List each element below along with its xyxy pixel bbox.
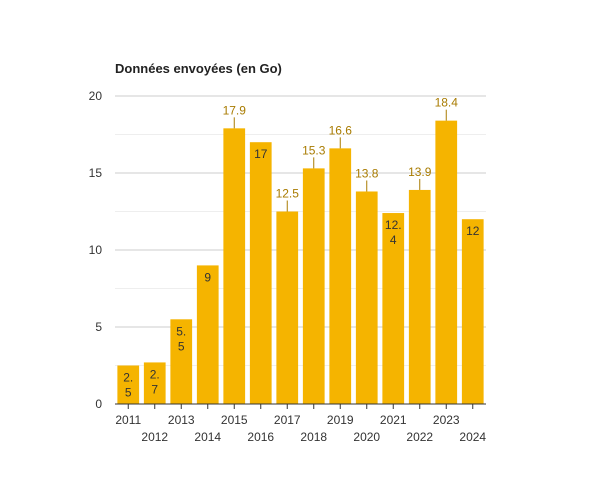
bar bbox=[408, 189, 431, 404]
data-label: 12 bbox=[466, 224, 480, 238]
data-label: 16.6 bbox=[329, 123, 353, 137]
y-tick-label: 10 bbox=[89, 243, 103, 257]
data-label: 13.8 bbox=[355, 166, 379, 180]
bar bbox=[117, 365, 140, 404]
bar bbox=[329, 148, 352, 404]
y-tick-label: 0 bbox=[95, 397, 102, 411]
data-label: 12. 4 bbox=[385, 218, 402, 247]
bar bbox=[223, 128, 246, 404]
x-tick-label: 2015 bbox=[221, 413, 248, 427]
bar bbox=[435, 120, 458, 404]
data-label: 5. 5 bbox=[176, 324, 186, 353]
bar bbox=[355, 191, 378, 404]
bar bbox=[461, 219, 484, 404]
chart-title: Données envoyées (en Go) bbox=[115, 61, 282, 76]
x-tick-label: 2018 bbox=[300, 430, 327, 444]
x-tick-label: 2024 bbox=[459, 430, 486, 444]
data-label: 13.9 bbox=[408, 165, 432, 179]
bars bbox=[117, 120, 484, 404]
x-tick-label: 2011 bbox=[115, 413, 141, 427]
x-tick-label: 2016 bbox=[247, 430, 274, 444]
data-label: 15.3 bbox=[302, 143, 326, 157]
y-tick-label: 5 bbox=[95, 320, 102, 334]
bar bbox=[276, 211, 299, 404]
bar bbox=[196, 265, 219, 404]
data-label: 17.9 bbox=[223, 103, 247, 117]
y-tick-label: 15 bbox=[89, 166, 103, 180]
data-label: 9 bbox=[204, 270, 211, 284]
x-tick-label: 2019 bbox=[327, 413, 354, 427]
bar bbox=[249, 142, 272, 404]
data-label: 18.4 bbox=[435, 96, 459, 110]
data-label: 12.5 bbox=[276, 187, 300, 201]
data-label: 2. 5 bbox=[123, 371, 133, 400]
data-label: 17 bbox=[254, 147, 268, 161]
y-tick-label: 20 bbox=[89, 89, 103, 103]
bar bbox=[143, 362, 166, 404]
x-tick-label: 2022 bbox=[406, 430, 433, 444]
labels: 0 5 10 15 20 2011 2. 5 2012 2. 7 2013 5. 5 2014 9 2015 17… bbox=[89, 89, 487, 444]
x-tick-label: 2021 bbox=[380, 413, 407, 427]
bar bbox=[382, 213, 405, 404]
x-tick-label: 2020 bbox=[353, 430, 380, 444]
axes bbox=[115, 403, 486, 409]
x-tick-label: 2012 bbox=[141, 430, 168, 444]
x-tick-label: 2023 bbox=[433, 413, 460, 427]
x-tick-label: 2013 bbox=[168, 413, 195, 427]
x-tick-label: 2014 bbox=[194, 430, 221, 444]
bar bbox=[302, 168, 325, 404]
x-tick-label: 2017 bbox=[274, 413, 301, 427]
data-label: 2. 7 bbox=[150, 367, 160, 396]
bar bbox=[170, 319, 193, 404]
